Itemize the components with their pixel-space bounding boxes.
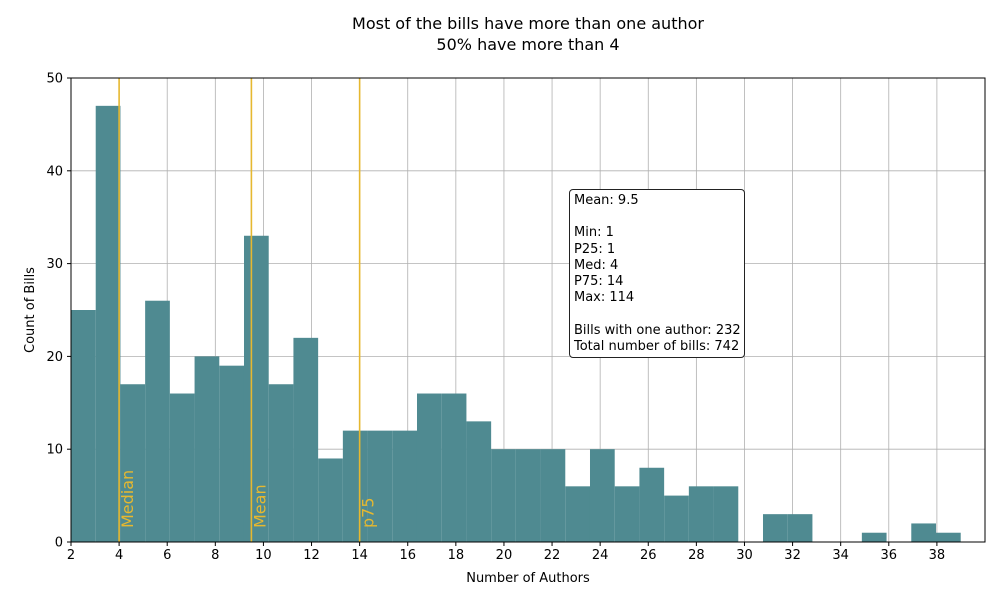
chart-title-line-1: Most of the bills have more than one aut… <box>352 14 704 33</box>
histogram-bar-15 <box>416 393 442 542</box>
histogram-bar-2 <box>95 105 121 542</box>
stats-line: Bills with one author: 232 <box>574 322 741 338</box>
x-tick-label: 36 <box>881 548 898 563</box>
histogram-bar-6 <box>194 356 220 542</box>
histogram-bar-33 <box>861 532 887 542</box>
histogram-bar-26 <box>688 486 714 542</box>
x-tick-label: 20 <box>496 548 513 563</box>
x-tick-label: 8 <box>211 548 219 563</box>
histogram-bar-30 <box>787 514 813 542</box>
histogram-bar-12 <box>342 430 368 542</box>
histogram-bar-24 <box>639 467 665 542</box>
histogram-bar-29 <box>762 514 788 542</box>
histogram-bar-20 <box>540 449 566 542</box>
x-tick-label: 30 <box>736 548 753 563</box>
mean-line-label: Mean <box>250 484 269 528</box>
histogram-bar-9 <box>268 384 294 542</box>
x-tick-label: 4 <box>115 548 123 563</box>
histogram-bar-25 <box>664 495 689 542</box>
reference-lines: Median Mean p75 <box>118 78 378 542</box>
summary-stats-box: Mean: 9.5 Min: 1 P25: 1 Med: 4 P75: 14 Max: 1… <box>569 189 745 359</box>
stats-line <box>574 307 741 323</box>
x-tick-label: 12 <box>303 548 320 563</box>
histogram-bar-19 <box>515 449 541 542</box>
stats-line <box>574 209 741 225</box>
x-tick-label: 2 <box>67 548 75 563</box>
x-tick-label: 18 <box>448 548 465 563</box>
histogram-bar-5 <box>169 393 195 542</box>
x-tick-label: 22 <box>544 548 561 563</box>
stats-line: P25: 1 <box>574 241 616 257</box>
y-tick-label: 40 <box>46 164 63 179</box>
y-tick-label: 20 <box>46 350 63 365</box>
x-tick-label: 14 <box>351 548 368 563</box>
median-line-label: Median <box>118 470 137 528</box>
histogram-bar-17 <box>466 421 492 542</box>
x-tick-label: 38 <box>929 548 946 563</box>
histogram-bar-23 <box>614 486 640 542</box>
histogram-bar-27 <box>713 486 739 542</box>
histogram-bar-22 <box>589 449 615 542</box>
x-tick-label: 28 <box>688 548 705 563</box>
histogram-bar-13 <box>367 430 393 542</box>
y-tick-label: 0 <box>55 536 63 551</box>
histogram-bar-8 <box>243 235 269 542</box>
stats-line: Mean: 9.5 <box>574 193 639 208</box>
histogram-bar-16 <box>441 393 467 542</box>
histogram-bar-36 <box>935 532 961 542</box>
tick-labels: 2 4 6 8 10 12 14 16 18 20 22 24 26 28 30 32 34 36 38010203… <box>46 72 945 564</box>
x-tick-label: 10 <box>255 548 272 563</box>
histogram-bar-7 <box>219 365 244 542</box>
stats-line: Min: 1 <box>574 225 614 241</box>
histogram-bar-18 <box>491 449 516 542</box>
stats-line: Total number of bills: 742 <box>574 339 740 355</box>
x-tick-label: 6 <box>163 548 171 563</box>
p75-line-label: p75 <box>359 497 378 528</box>
histogram-bar-35 <box>911 523 936 542</box>
x-tick-label: 24 <box>592 548 609 563</box>
y-tick-label: 10 <box>46 443 63 458</box>
chart-title-line-2: 50% have more than 4 <box>436 35 619 54</box>
histogram-bar-4 <box>145 300 170 542</box>
histogram-bar-10 <box>293 337 319 542</box>
x-axis-label: Number of Authors <box>466 571 590 586</box>
x-tick-label: 34 <box>832 548 849 563</box>
plot-frame <box>70 77 986 543</box>
histogram-bar-21 <box>565 486 590 542</box>
histogram-bar-14 <box>392 430 417 542</box>
histogram-bar-11 <box>318 458 343 542</box>
histogram-bar-1 <box>71 310 96 542</box>
y-tick-label: 50 <box>46 72 63 87</box>
y-tick-label: 30 <box>46 257 63 272</box>
x-tick-label: 26 <box>640 548 657 563</box>
stats-line: P75: 14 <box>574 274 624 290</box>
histogram-bars <box>71 105 961 542</box>
stats-line: Max: 114 <box>574 290 635 306</box>
x-tick-label: 16 <box>399 548 416 563</box>
y-axis-label: Count of Bills <box>23 267 38 353</box>
stats-line: Med: 4 <box>574 257 619 273</box>
histogram-bar-3 <box>120 384 146 542</box>
axes <box>70 77 986 543</box>
x-tick-label: 32 <box>784 548 801 563</box>
